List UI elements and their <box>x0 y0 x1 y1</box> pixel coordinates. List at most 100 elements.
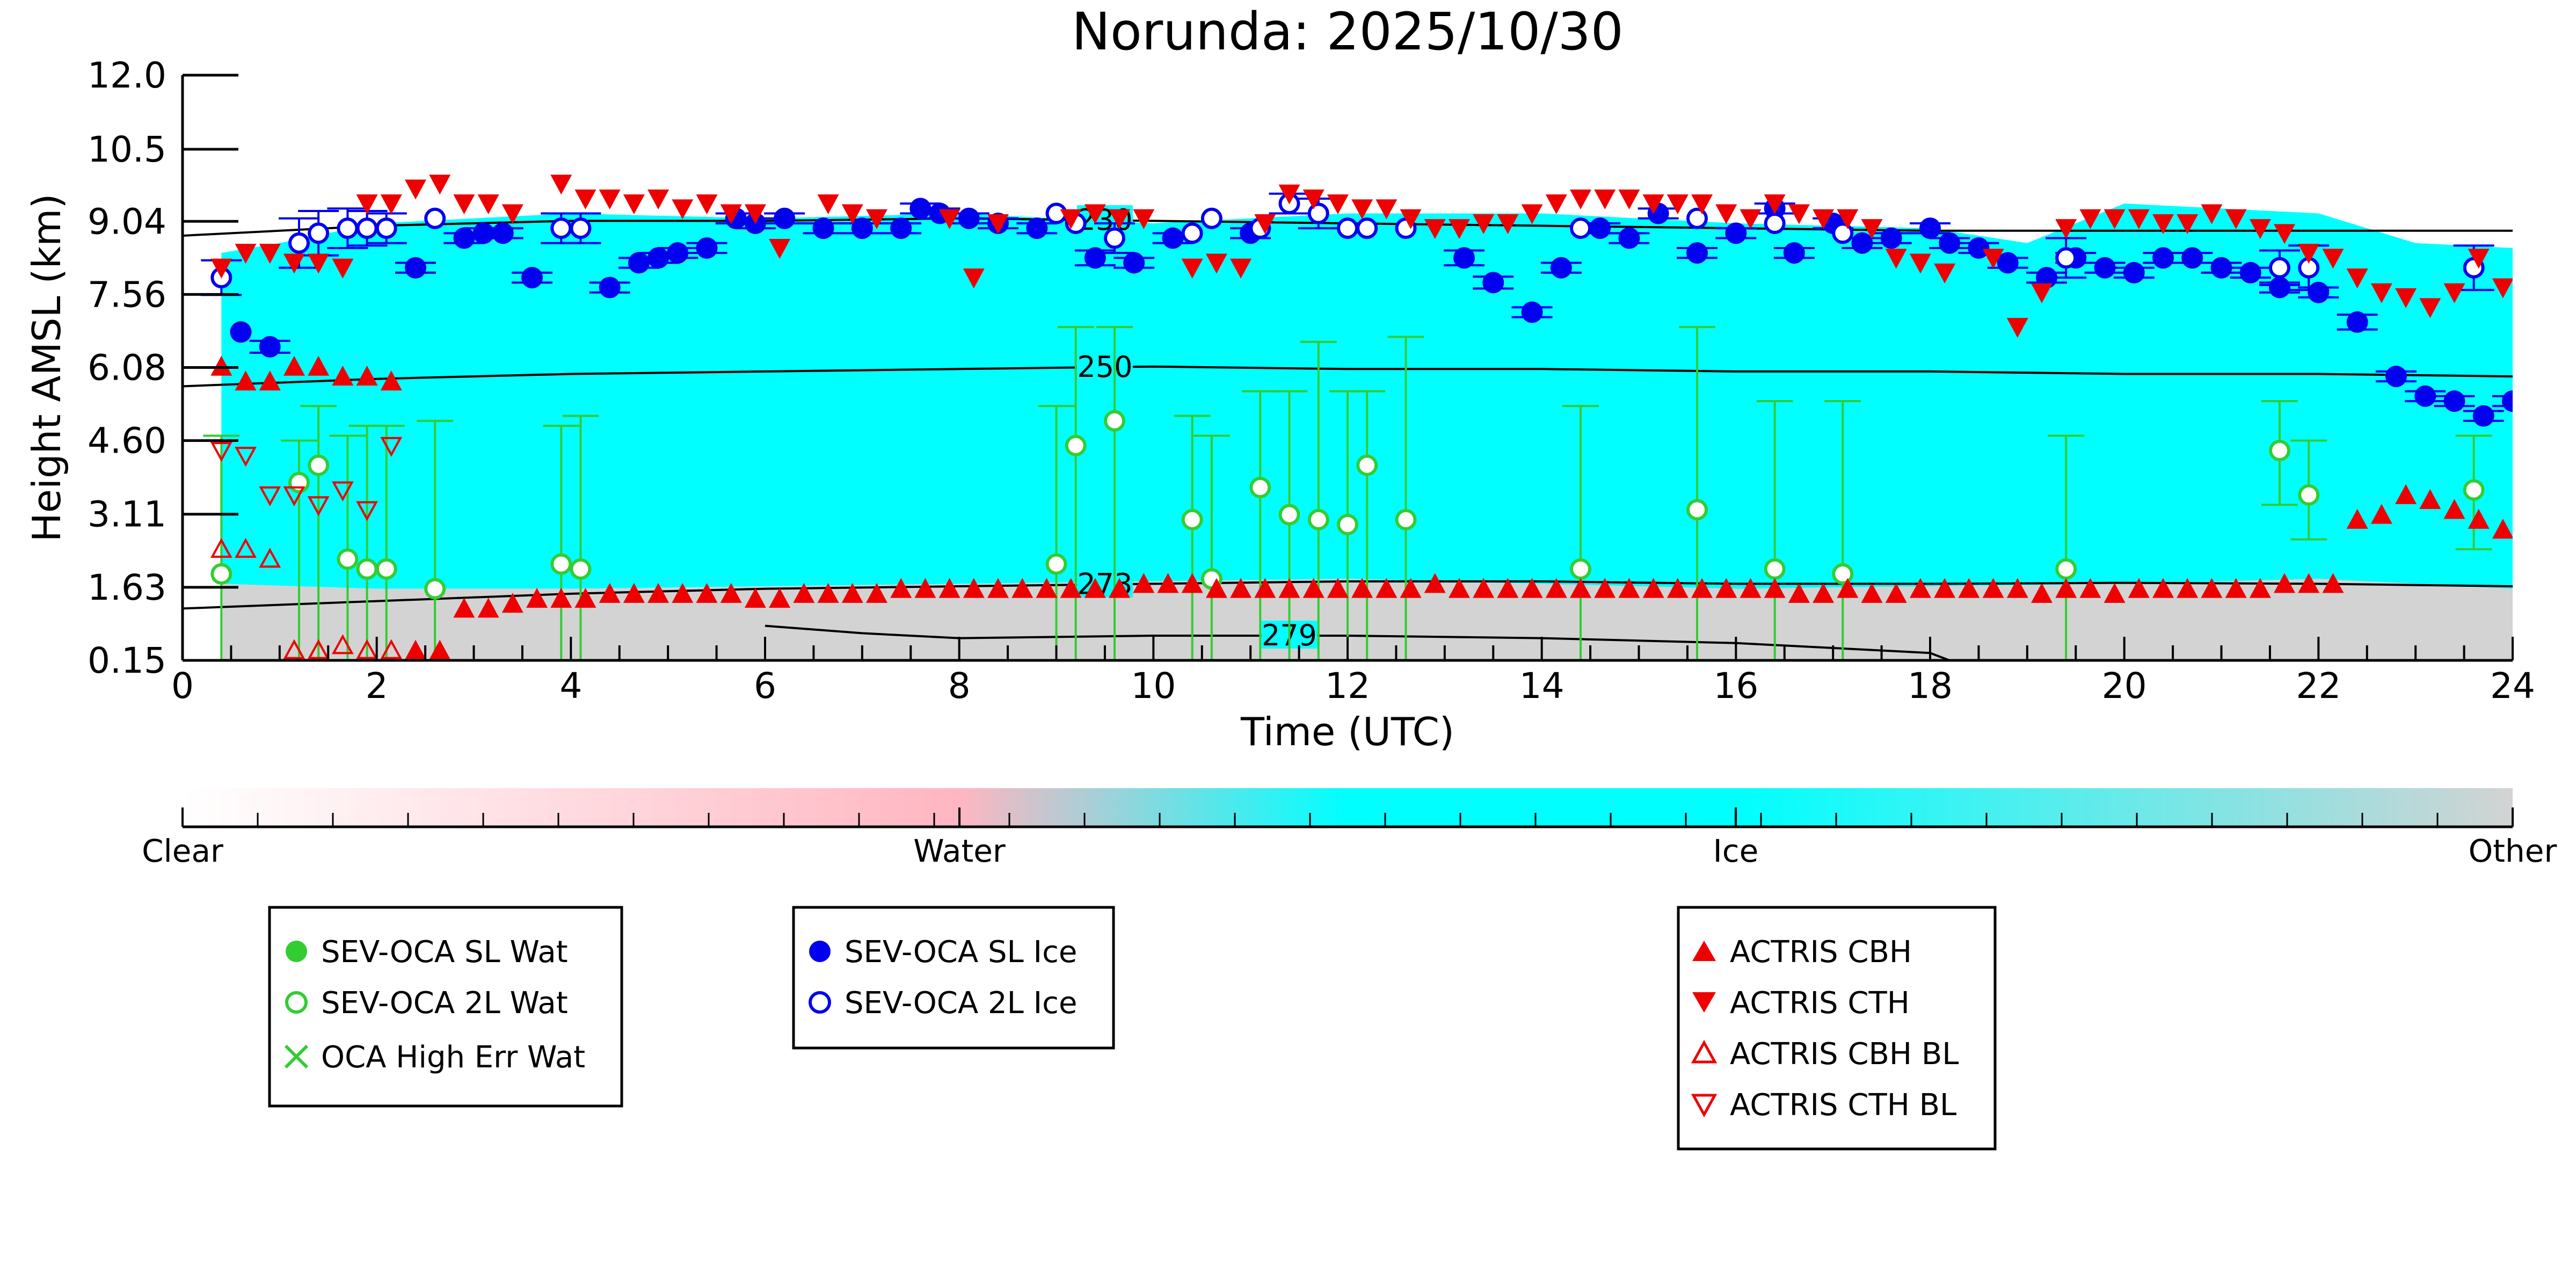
colorbar-label-water: Water <box>913 833 1006 869</box>
data-point <box>1934 263 1956 283</box>
y-tick-label: 7.56 <box>88 274 166 315</box>
data-point <box>1109 578 1131 598</box>
data-point <box>1351 578 1373 598</box>
data-point <box>812 217 834 239</box>
data-point <box>2443 283 2465 303</box>
data-point <box>769 588 791 608</box>
data-point <box>259 548 281 568</box>
data-point <box>2128 209 2150 229</box>
data-point <box>1686 499 1708 521</box>
x-tick-label: 10 <box>1131 665 1176 707</box>
data-point <box>1691 578 1713 598</box>
data-point <box>599 583 621 603</box>
legend-2l-wat-label: SEV-OCA 2L Wat <box>321 986 568 1021</box>
data-point <box>2104 209 2126 229</box>
data-point <box>1837 578 1859 598</box>
colorbar-label-ice: Ice <box>1713 833 1759 869</box>
data-point <box>1376 199 1398 220</box>
data-point <box>375 558 397 580</box>
data-point <box>2468 249 2490 269</box>
data-point <box>914 578 936 598</box>
data-point <box>1133 209 1155 229</box>
data-point <box>550 217 572 239</box>
series-sev-oca-2l-wat <box>203 326 2492 660</box>
data-point <box>2152 578 2174 598</box>
data-point <box>2079 209 2101 229</box>
data-point <box>235 537 257 558</box>
data-point <box>356 217 378 239</box>
data-point <box>2322 573 2344 593</box>
data-point <box>1205 253 1227 274</box>
data-point <box>1570 189 1591 209</box>
data-point <box>841 583 863 603</box>
data-point <box>1997 252 2019 274</box>
data-point <box>2269 276 2290 299</box>
data-point <box>429 639 451 660</box>
data-point <box>2346 311 2368 333</box>
data-point <box>1642 194 1664 215</box>
legend-cth-bl-marker <box>1691 1094 1718 1118</box>
data-point <box>2225 578 2247 598</box>
data-point <box>865 583 887 603</box>
series-actris-cbh <box>210 355 2513 660</box>
data-point <box>331 634 354 654</box>
data-point <box>259 336 281 358</box>
data-point <box>2181 247 2203 269</box>
data-point <box>259 486 281 507</box>
data-point <box>938 209 960 229</box>
data-point <box>1618 578 1640 598</box>
colorbar: Clear Water Ice Other <box>142 788 2557 869</box>
data-point <box>2177 214 2199 234</box>
data-point <box>720 583 742 603</box>
y-ticks: 0.15 1.63 3.11 4.60 6.08 7.56 9.04 10.5 12.0 <box>88 55 238 681</box>
data-point <box>1934 578 1956 598</box>
series-sev-oca-sl-ice <box>230 198 2513 427</box>
data-point <box>938 578 960 598</box>
data-point <box>453 598 475 618</box>
data-point <box>1109 209 1131 229</box>
data-point <box>380 436 403 457</box>
data-point <box>2274 224 2296 244</box>
colorbar-ticks <box>181 807 2514 827</box>
data-point <box>1919 217 1941 239</box>
data-point <box>1181 573 1203 593</box>
data-point <box>1832 563 1854 585</box>
y-tick-label: 10.5 <box>88 129 166 170</box>
data-point <box>2463 479 2485 501</box>
data-point <box>1982 249 2004 269</box>
legend-sl-ice-marker <box>809 941 831 962</box>
x-tick-label: 16 <box>1713 665 1758 707</box>
data-point <box>865 209 887 229</box>
data-series <box>201 174 2513 660</box>
data-point <box>2346 508 2368 529</box>
x-axis-label: Time (UTC) <box>1240 709 1454 754</box>
data-point <box>1065 434 1087 456</box>
data-point <box>1026 217 1048 239</box>
data-point <box>1337 217 1358 239</box>
data-point <box>1521 578 1543 598</box>
data-point <box>1424 219 1446 239</box>
data-point <box>2225 209 2247 229</box>
x-tick-label: 2 <box>366 665 388 707</box>
data-point <box>230 321 252 343</box>
data-point <box>259 370 281 391</box>
data-point <box>2492 278 2513 299</box>
legend-cth-label: ACTRIS CTH <box>1730 986 1910 1021</box>
data-point <box>1278 184 1300 205</box>
data-point <box>2346 268 2368 289</box>
data-point <box>1133 573 1155 593</box>
data-point <box>1473 578 1495 598</box>
data-point <box>477 194 499 215</box>
data-point <box>235 244 257 264</box>
data-point <box>2274 573 2296 593</box>
data-point <box>380 639 403 659</box>
series-sev-oca-2l-ice <box>201 192 2494 296</box>
data-point <box>1851 232 1873 254</box>
x-tick-label: 14 <box>1519 665 1564 707</box>
data-point <box>1249 477 1271 499</box>
data-point <box>288 232 310 254</box>
chart-title: Norunda: 2025/10/30 <box>1072 2 1624 62</box>
data-point <box>405 639 426 660</box>
data-point <box>331 481 354 501</box>
